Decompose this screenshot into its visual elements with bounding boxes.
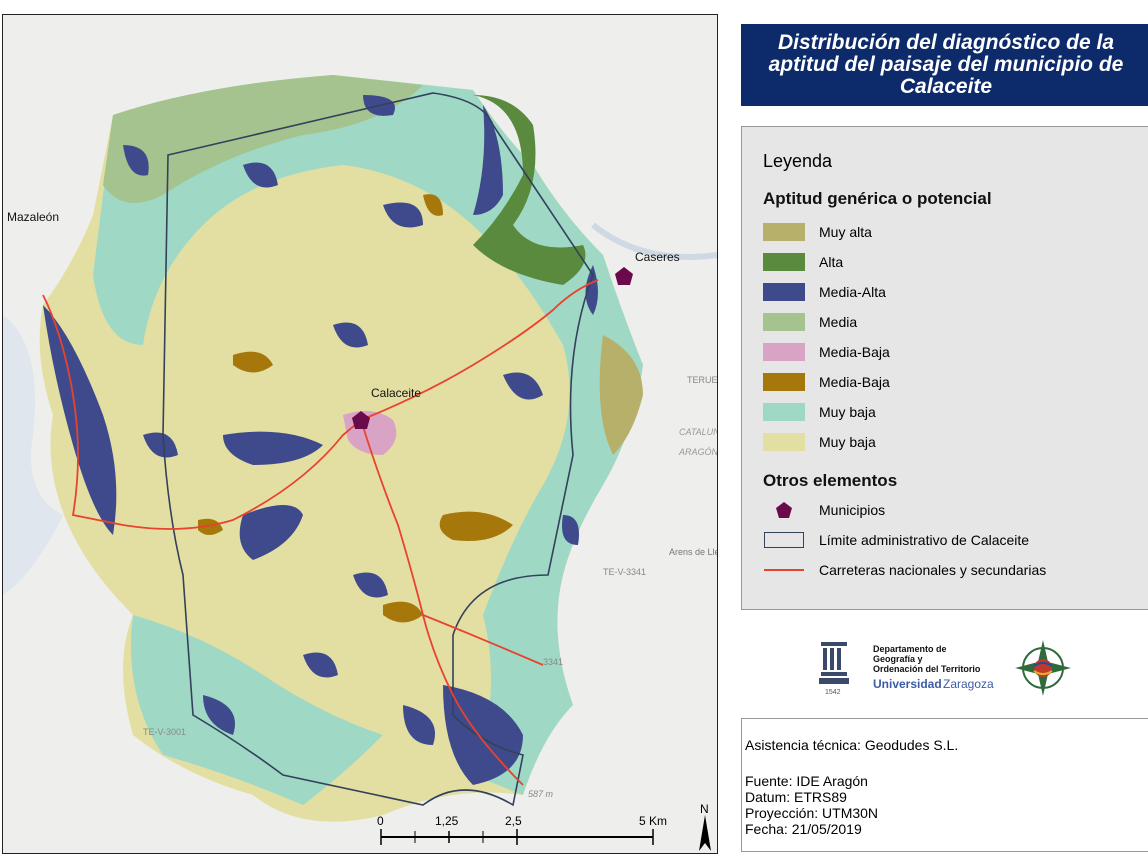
logos-svg: 1542 Departamento de Geografía y Ordenac… — [819, 640, 1071, 696]
legend-label: Media-Alta — [819, 284, 886, 300]
legend-item-muy-baja-teal: Muy baja — [763, 403, 876, 421]
swatch-media — [763, 313, 805, 331]
label-aragon: ARAGÓN — [678, 447, 717, 457]
logos-area: 1542 Departamento de Geografía y Ordenac… — [741, 628, 1148, 708]
legend-item-carreteras: Carreteras nacionales y secundarias — [763, 561, 1046, 579]
legend-item-limite: Límite administrativo de Calaceite — [763, 531, 1029, 549]
scale-bar: 0 1,25 2,5 5 Km — [377, 814, 667, 845]
river-basemap-east — [591, 222, 717, 260]
roads — [42, 279, 599, 786]
north-arrow: N — [699, 802, 711, 851]
dept-line2: Geografía y — [873, 654, 923, 664]
label-road-tev3001: TE-V-3001 — [143, 727, 186, 737]
legend-item-municipios: Municipios — [763, 501, 885, 519]
label-road-tev3341: TE-V-3341 — [603, 567, 646, 577]
dept-line3: Ordenación del Territorio — [873, 664, 981, 674]
legend-section-aptitud: Aptitud genérica o potencial — [763, 189, 992, 208]
legend-label: Muy baja — [819, 434, 876, 450]
geo-compass-logo-icon — [1015, 640, 1071, 696]
label-arens: Arens de Lledó — [669, 547, 717, 557]
info-source: Fuente: IDE Aragón — [745, 773, 868, 789]
scale-tick-0: 0 — [377, 814, 384, 828]
info-assistance: Asistencia técnica: Geodudes S.L. — [745, 737, 959, 753]
univ-name-b: Zaragoza — [943, 677, 994, 691]
legend-label: Alta — [819, 254, 844, 270]
swatch-media-alta — [763, 283, 805, 301]
label-calaceite: Calaceite — [371, 386, 421, 400]
label-catalunya: CATALUNYA — [679, 427, 717, 437]
zone-media-baja-brown — [198, 194, 513, 623]
swatch-muy-baja-teal — [763, 403, 805, 421]
legend-label: Muy alta — [819, 224, 872, 240]
univ-name-a: Universidad — [873, 677, 942, 691]
map-title: Distribución del diagnóstico de la aptit… — [741, 24, 1148, 106]
swatch-media-baja-brown — [763, 373, 805, 391]
map-canvas[interactable]: Mazaleón Caseres Calaceite Arens de Lled… — [3, 15, 717, 853]
zone-alta — [473, 95, 586, 285]
legend-label: Media-Baja — [819, 374, 890, 390]
legend-panel: Leyenda Aptitud genérica o potencial Muy… — [741, 126, 1148, 610]
legend-label: Límite administrativo de Calaceite — [819, 532, 1030, 548]
admin-boundary — [162, 92, 594, 807]
scale-tick-1: 1,25 — [435, 814, 459, 828]
legend-label: Muy baja — [819, 404, 876, 420]
legend-section-otros: Otros elementos — [763, 471, 898, 490]
boundary-icon — [763, 531, 805, 549]
swatch-muy-baja-light — [763, 433, 805, 451]
legend-item-media-baja-brown: Media-Baja — [763, 373, 890, 391]
legend-item-media-baja-pink: Media-Baja — [763, 343, 890, 361]
municipio-icon — [763, 501, 805, 519]
north-label: N — [700, 802, 709, 816]
info-panel: Asistencia técnica: Geodudes S.L. Fuente… — [741, 718, 1148, 852]
zone-muy-baja-teal-south — [131, 615, 383, 805]
legend-item-media: Media — [763, 313, 857, 331]
label-elevation: 587 m — [528, 789, 554, 799]
map-frame[interactable]: Mazaleón Caseres Calaceite Arens de Lled… — [2, 14, 718, 854]
legend-label: Municipios — [819, 502, 886, 518]
scale-tick-2: 2,5 — [505, 814, 522, 828]
scale-tick-3: 5 Km — [639, 814, 667, 828]
zone-media-alta — [43, 95, 598, 785]
logo-year: 1542 — [825, 689, 841, 696]
legend-item-media-alta: Media-Alta — [763, 283, 886, 301]
university-logo-icon: 1542 — [819, 642, 849, 696]
swatch-muy-alta — [763, 223, 805, 241]
swatch-alta — [763, 253, 805, 271]
legend-item-muy-alta: Muy alta — [763, 223, 872, 241]
legend-label: Media-Baja — [819, 344, 890, 360]
label-caseres: Caseres — [635, 250, 680, 264]
swatch-media-baja-pink — [763, 343, 805, 361]
info-date: Fecha: 21/05/2019 — [745, 821, 862, 837]
municipio-caseres-marker[interactable] — [615, 267, 633, 285]
legend-heading: Leyenda — [763, 151, 833, 171]
municipio-calaceite-marker[interactable] — [352, 411, 370, 429]
legend-item-alta: Alta — [763, 253, 843, 271]
road-icon — [763, 561, 805, 579]
legend-label: Carreteras nacionales y secundarias — [819, 562, 1047, 578]
river-basemap — [3, 315, 63, 595]
legend-label: Media — [819, 314, 858, 330]
info-projection: Proyección: UTM30N — [745, 805, 879, 821]
info-datum: Datum: ETRS89 — [745, 789, 847, 805]
label-mazaleon: Mazaleón — [7, 210, 59, 224]
legend-item-muy-baja-light: Muy baja — [763, 433, 876, 451]
dept-line1: Departamento de — [873, 644, 947, 654]
zone-media — [103, 75, 423, 203]
label-road-3341: 3341 — [543, 657, 563, 667]
zone-media-east — [599, 335, 643, 455]
label-teruel: TERUEL — [687, 375, 717, 385]
